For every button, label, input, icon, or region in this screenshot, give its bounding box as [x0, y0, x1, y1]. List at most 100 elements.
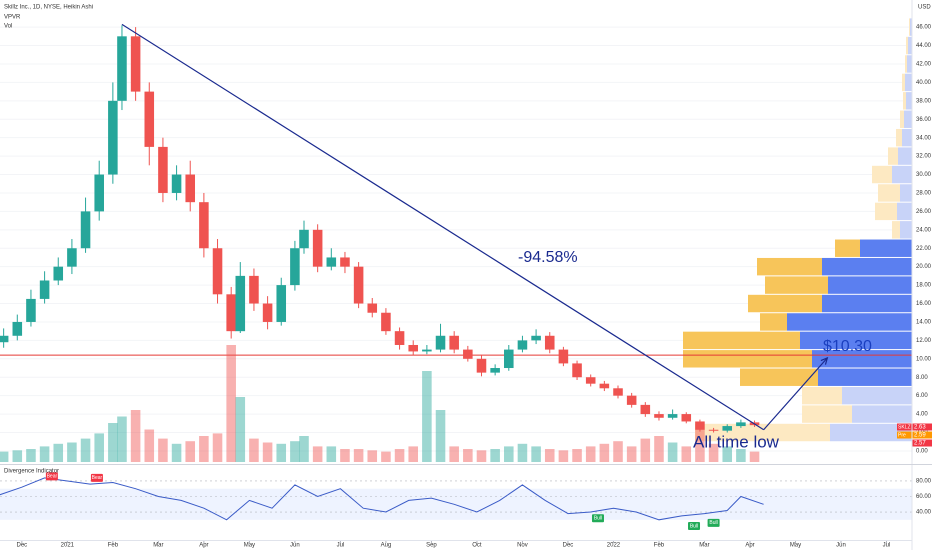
y-tick-label: 40.00 — [916, 510, 932, 516]
candle-body — [422, 349, 432, 352]
y-tick-label: 30.00 — [916, 172, 932, 178]
profile-up — [828, 276, 912, 294]
volume-bar — [681, 446, 692, 462]
price-label-box — [912, 439, 932, 447]
x-tick-label: Jul — [883, 543, 891, 549]
x-tick-label: Apr — [199, 543, 208, 549]
x-tick-label: Mar — [699, 543, 709, 549]
signal-label: Bear — [47, 474, 58, 480]
price-label: 2.59 — [914, 433, 926, 439]
candle-body — [26, 298, 36, 322]
signal-box — [591, 514, 604, 523]
price-label-box — [912, 431, 932, 439]
x-tick-label: Feb — [108, 543, 119, 549]
profile-down — [909, 18, 910, 36]
profile-up — [892, 165, 912, 184]
y-tick-label: 32.00 — [916, 154, 932, 160]
signal-box — [45, 472, 58, 481]
price-label: 2.57 — [914, 441, 926, 447]
target-annotation: $10.30 — [823, 338, 872, 355]
volume-bar — [463, 449, 473, 462]
volume-bar — [654, 436, 664, 462]
profile-down — [872, 165, 892, 184]
signal-box — [688, 522, 701, 531]
profile-up — [787, 313, 912, 331]
indicator-label: VPVR — [4, 15, 21, 21]
volume-bar — [262, 442, 273, 462]
volume-bar — [185, 441, 196, 462]
profile-down — [906, 36, 908, 55]
y-tick-label: 60.00 — [916, 494, 932, 500]
y-tick-label: 6.00 — [916, 393, 928, 399]
volume-bar — [695, 429, 705, 462]
volume-bar — [353, 449, 364, 462]
volume-bar — [572, 449, 582, 462]
candle-body — [158, 146, 168, 193]
profile-up — [908, 36, 912, 55]
band — [0, 488, 912, 520]
candle-body — [626, 395, 637, 405]
profile-down — [902, 73, 905, 92]
candle-body — [681, 414, 692, 422]
candle-body — [381, 312, 391, 332]
profile-up — [842, 386, 912, 405]
candle-body — [504, 349, 514, 369]
volume-bar — [599, 443, 610, 462]
arrow-head — [820, 356, 829, 365]
volume-bar — [422, 371, 432, 462]
x-tick-label: Aug — [381, 543, 392, 549]
candle-body — [517, 340, 528, 350]
x-tick-label: May — [790, 543, 801, 549]
candle-body — [558, 349, 569, 364]
y-tick-label: 80.00 — [916, 479, 932, 485]
candle-body — [249, 275, 259, 304]
candle-body — [435, 335, 446, 350]
y-tick-label: 22.00 — [916, 246, 932, 252]
chart-title: Skillz Inc., 1D, NYSE, Heikin Ashi — [4, 5, 93, 11]
candle-body — [736, 422, 746, 427]
candle-body — [199, 202, 209, 249]
candle-body — [449, 335, 459, 350]
volume-bar — [53, 443, 64, 462]
candle-body — [144, 91, 155, 147]
profile-up — [830, 423, 912, 442]
candle-body — [667, 414, 678, 418]
candle-body — [290, 248, 300, 286]
signal-label: Bull — [594, 516, 602, 522]
y-tick-label: 12.00 — [916, 338, 932, 344]
volume-bar — [144, 429, 155, 462]
volume-bar — [249, 438, 259, 462]
volume-bar — [749, 451, 760, 462]
profile-up — [900, 184, 912, 202]
candle-body — [640, 404, 651, 415]
volume-bar — [26, 449, 36, 462]
volume-bar — [722, 446, 733, 462]
volume-bar — [408, 446, 418, 462]
signal-label: Bear — [92, 475, 103, 481]
x-tick-label: Dec — [17, 543, 28, 549]
profile-down — [903, 92, 906, 110]
change-annotation: -94.58% — [518, 249, 578, 266]
profile-up — [905, 73, 912, 92]
x-tick-label: Jun — [290, 543, 300, 549]
volume-bar — [158, 438, 168, 462]
profile-up — [904, 110, 912, 128]
candle-body — [695, 421, 705, 430]
volume-bar — [558, 450, 569, 462]
volume-bar — [626, 446, 637, 462]
candle-body — [39, 280, 50, 299]
y-tick-label: 44.00 — [916, 43, 932, 49]
volume-bar — [276, 443, 287, 462]
profile-down — [892, 221, 900, 239]
currency: USD — [918, 5, 931, 11]
volume-bar — [381, 451, 391, 462]
profile-up — [907, 55, 912, 73]
signal-box — [707, 518, 720, 527]
candle-body — [262, 303, 273, 322]
volume-bar — [340, 449, 350, 462]
candle-body — [130, 36, 141, 92]
signal-box — [90, 473, 103, 482]
signal-label: Bull — [709, 520, 717, 526]
y-tick-label: 38.00 — [916, 98, 932, 104]
